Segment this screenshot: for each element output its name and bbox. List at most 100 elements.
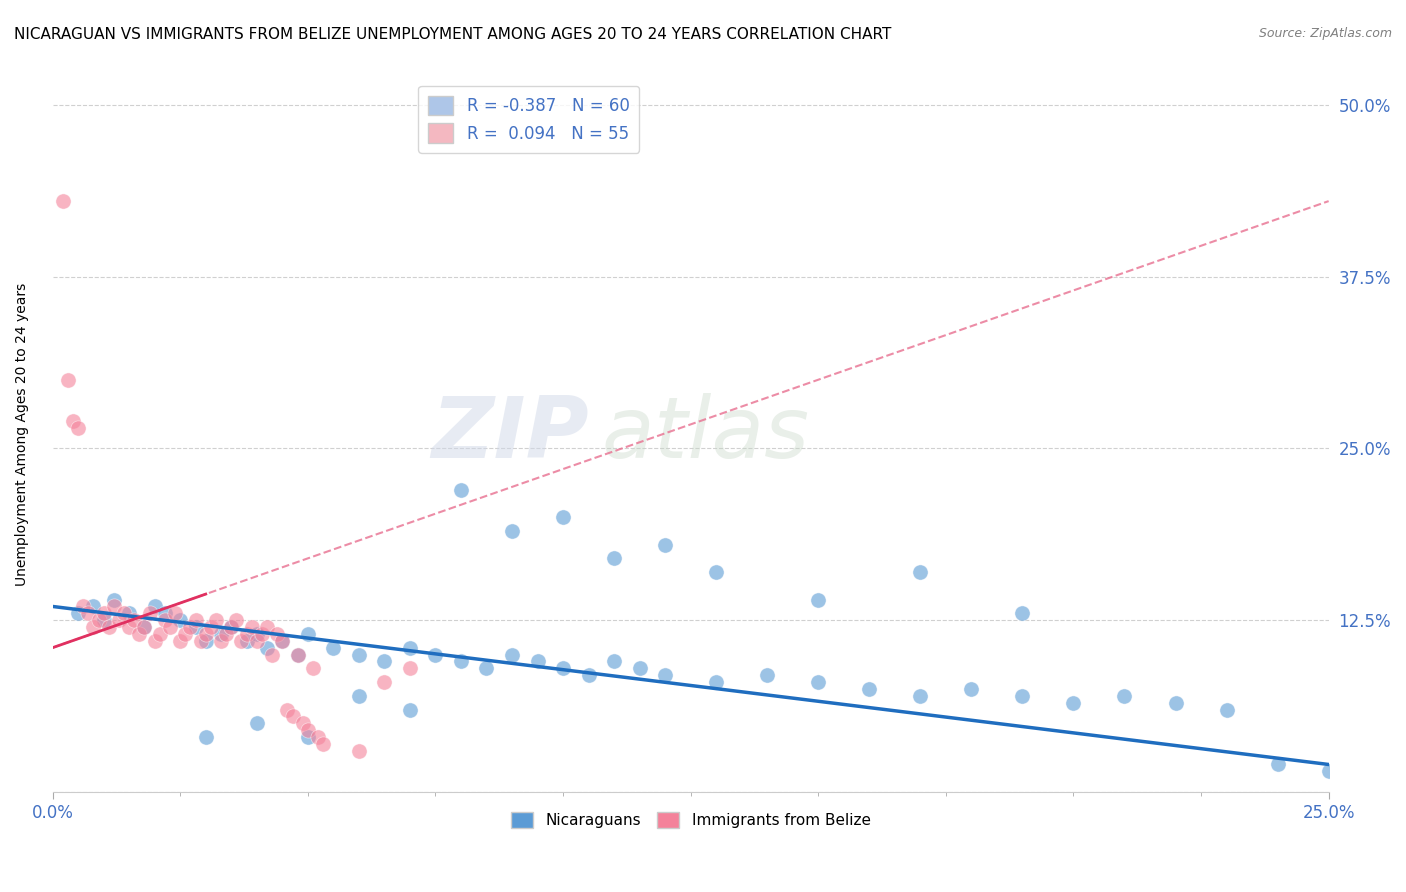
Point: [240, 620, 263, 634]
Point: [62, 414, 84, 428]
Point: [184, 620, 207, 634]
Point: [501, 648, 523, 662]
Point: [246, 633, 269, 648]
Point: [297, 723, 319, 738]
Point: [373, 655, 395, 669]
Point: [704, 565, 727, 579]
Point: [153, 607, 176, 621]
Point: [97, 620, 120, 634]
Point: [209, 627, 232, 641]
Point: [93, 613, 115, 627]
Point: [82, 599, 104, 614]
Point: [628, 661, 651, 675]
Point: [138, 607, 160, 621]
Point: [910, 565, 932, 579]
Point: [225, 613, 247, 627]
Point: [1062, 696, 1084, 710]
Point: [205, 613, 228, 627]
Point: [704, 675, 727, 690]
Point: [276, 702, 298, 716]
Point: [603, 551, 626, 566]
Point: [209, 633, 232, 648]
Point: [194, 730, 217, 744]
Point: [266, 627, 288, 641]
Point: [231, 633, 253, 648]
Point: [200, 620, 222, 634]
Point: [194, 627, 217, 641]
Point: [475, 661, 498, 675]
Point: [103, 599, 125, 614]
Point: [87, 613, 110, 627]
Point: [807, 675, 830, 690]
Point: [256, 640, 278, 655]
Point: [501, 524, 523, 538]
Point: [1267, 757, 1289, 772]
Point: [93, 607, 115, 621]
Point: [149, 627, 172, 641]
Point: [118, 620, 141, 634]
Point: [159, 620, 181, 634]
Point: [271, 633, 294, 648]
Point: [184, 613, 207, 627]
Text: NICARAGUAN VS IMMIGRANTS FROM BELIZE UNEMPLOYMENT AMONG AGES 20 TO 24 YEARS CORR: NICARAGUAN VS IMMIGRANTS FROM BELIZE UNE…: [14, 27, 891, 42]
Point: [654, 538, 676, 552]
Point: [134, 620, 156, 634]
Point: [399, 661, 422, 675]
Point: [373, 675, 395, 690]
Point: [124, 613, 146, 627]
Point: [262, 648, 284, 662]
Point: [246, 627, 269, 641]
Point: [1011, 607, 1033, 621]
Point: [134, 620, 156, 634]
Point: [143, 633, 166, 648]
Point: [756, 668, 779, 682]
Point: [56, 373, 79, 387]
Point: [960, 681, 983, 696]
Point: [281, 709, 304, 723]
Point: [551, 510, 574, 524]
Point: [399, 702, 422, 716]
Point: [77, 607, 100, 621]
Point: [179, 620, 201, 634]
Point: [215, 627, 238, 641]
Point: [858, 681, 880, 696]
Point: [1114, 689, 1136, 703]
Point: [307, 730, 329, 744]
Y-axis label: Unemployment Among Ages 20 to 24 years: Unemployment Among Ages 20 to 24 years: [15, 283, 30, 586]
Point: [190, 633, 212, 648]
Point: [246, 716, 269, 731]
Point: [578, 668, 600, 682]
Point: [291, 716, 314, 731]
Point: [235, 633, 257, 648]
Point: [174, 627, 197, 641]
Point: [169, 633, 191, 648]
Legend: Nicaraguans, Immigrants from Belize: Nicaraguans, Immigrants from Belize: [505, 806, 877, 834]
Point: [450, 483, 472, 497]
Point: [72, 599, 94, 614]
Point: [1164, 696, 1187, 710]
Point: [287, 648, 309, 662]
Point: [312, 737, 335, 751]
Point: [654, 668, 676, 682]
Point: [1215, 702, 1237, 716]
Point: [603, 655, 626, 669]
Point: [118, 607, 141, 621]
Point: [169, 613, 191, 627]
Point: [322, 640, 344, 655]
Point: [52, 194, 75, 208]
Point: [108, 613, 131, 627]
Point: [347, 744, 370, 758]
Point: [219, 620, 242, 634]
Point: [551, 661, 574, 675]
Point: [302, 661, 325, 675]
Point: [67, 607, 90, 621]
Point: [347, 648, 370, 662]
Point: [347, 689, 370, 703]
Point: [1011, 689, 1033, 703]
Point: [425, 648, 447, 662]
Text: atlas: atlas: [602, 393, 810, 476]
Point: [112, 607, 135, 621]
Text: Source: ZipAtlas.com: Source: ZipAtlas.com: [1258, 27, 1392, 40]
Point: [219, 620, 242, 634]
Point: [1317, 764, 1340, 779]
